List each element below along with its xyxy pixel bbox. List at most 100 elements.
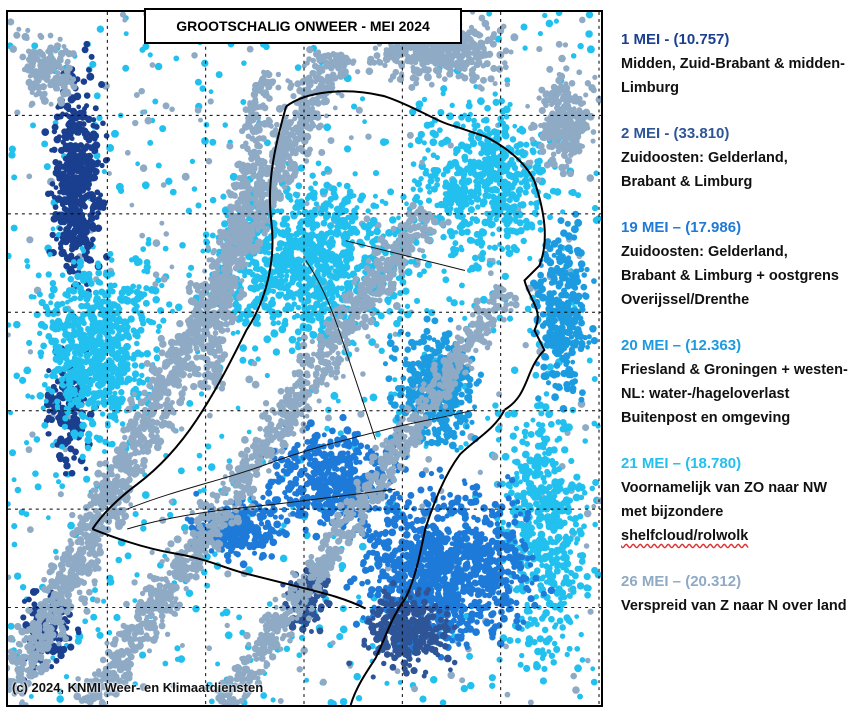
lightning-strike [133, 403, 140, 410]
lightning-strike [174, 656, 181, 662]
lightning-strike [419, 695, 427, 703]
lightning-strike [142, 299, 150, 307]
lightning-strike [327, 245, 333, 251]
lightning-strike [520, 23, 528, 31]
lightning-strike [558, 589, 567, 597]
lightning-strike [552, 499, 560, 507]
lightning-strike [387, 188, 395, 196]
lightning-strike [447, 142, 454, 149]
lightning-strike [284, 302, 291, 309]
lightning-strike [89, 130, 98, 139]
lightning-strike [444, 136, 450, 142]
lightning-strike [26, 526, 34, 533]
lightning-strike [501, 272, 510, 281]
lightning-strike [546, 649, 552, 654]
lightning-strike [61, 248, 67, 255]
lightning-strike [86, 410, 95, 419]
lightning-strike [458, 391, 465, 398]
lightning-strike [59, 443, 65, 450]
lightning-strike [365, 133, 372, 140]
lightning-strike [63, 207, 71, 214]
lightning-strike [30, 122, 37, 129]
lightning-strike [551, 463, 557, 470]
lightning-strike [492, 402, 499, 409]
lightning-strike [49, 285, 58, 294]
lightning-strike [80, 277, 87, 284]
lightning-strike [78, 401, 85, 409]
lightning-strike [568, 457, 575, 465]
lightning-strike [581, 490, 588, 496]
lightning-strike [467, 206, 475, 214]
lightning-strike [509, 432, 517, 440]
lightning-strike [398, 308, 405, 315]
lightning-strike [65, 315, 72, 322]
lightning-strike [327, 222, 335, 230]
lightning-strike [489, 145, 495, 151]
lightning-strike [442, 418, 449, 426]
lightning-strike [119, 12, 127, 18]
lightning-strike [388, 354, 395, 360]
lightning-strike [547, 502, 553, 509]
lightning-strike [491, 244, 498, 251]
lightning-strike [284, 222, 290, 228]
lightning-strike [362, 119, 367, 125]
lightning-strike [447, 671, 455, 680]
lightning-strike [372, 193, 378, 199]
lightning-strike [348, 213, 356, 221]
lightning-strike [138, 316, 146, 323]
lightning-strike [251, 360, 258, 367]
lightning-strike [21, 598, 28, 604]
lightning-strike [127, 287, 135, 295]
lightning-strike [200, 248, 206, 254]
lightning-strike [57, 245, 64, 251]
lightning-strike [59, 645, 68, 654]
lightning-strike [83, 466, 89, 472]
lightning-strike [378, 347, 385, 355]
lightning-strike [442, 179, 450, 186]
lightning-strike [541, 277, 547, 283]
lightning-strike [236, 614, 243, 621]
lightning-strike [479, 201, 487, 208]
lightning-strike [139, 164, 148, 172]
lightning-strike [87, 241, 94, 248]
lightning-strike [402, 287, 410, 295]
lightning-strike [72, 448, 79, 456]
lightning-strike [24, 263, 31, 270]
lightning-strike [145, 317, 151, 324]
lightning-strike [545, 564, 553, 572]
lightning-strike [97, 379, 103, 385]
lightning-strike [559, 523, 565, 529]
lightning-strike [104, 292, 112, 299]
lightning-strike [583, 573, 591, 581]
lightning-strike [434, 154, 440, 161]
lightning-strike [468, 199, 475, 206]
lightning-strike [239, 356, 247, 364]
lightning-strike [125, 324, 131, 330]
lightning-strike [506, 197, 513, 204]
lightning-strike [357, 263, 364, 270]
lightning-strike [80, 311, 88, 319]
lightning-strike [121, 318, 129, 326]
lightning-strike [562, 42, 569, 48]
lightning-strike [522, 341, 529, 349]
lightning-strike [85, 368, 91, 374]
lightning-strike [467, 681, 475, 690]
lightning-strike [101, 168, 107, 175]
lightning-strike [522, 45, 528, 51]
lightning-strike [129, 202, 135, 208]
lightning-strike [105, 302, 112, 308]
lightning-strike [132, 598, 138, 603]
lightning-strike [450, 299, 458, 307]
lightning-strike [421, 268, 427, 275]
lightning-strike [396, 215, 401, 221]
lightning-strike [584, 591, 591, 599]
lightning-strike [181, 523, 189, 532]
lightning-strike [425, 147, 431, 153]
lightning-strike [36, 291, 43, 298]
lightning-strike [545, 410, 553, 419]
lightning-strike [56, 134, 62, 140]
lightning-strike [527, 482, 533, 488]
lightning-strike [83, 607, 91, 615]
lightning-strike [591, 278, 597, 284]
lightning-strike [561, 544, 567, 551]
